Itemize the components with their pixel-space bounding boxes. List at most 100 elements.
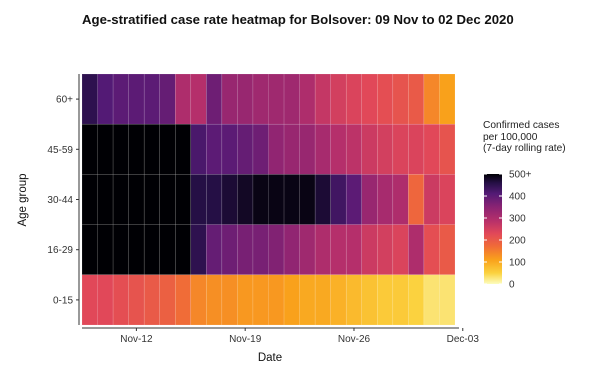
y-tick-label: 30-44 — [47, 195, 73, 206]
legend-tick-label: 100 — [509, 258, 526, 269]
heatmap-cell — [143, 174, 160, 225]
heatmap-cell — [268, 73, 285, 125]
chart-title: Age-stratified case rate heatmap for Bol… — [82, 12, 514, 27]
heatmap-cell — [439, 73, 456, 125]
heatmap-cell — [439, 174, 456, 225]
x-tick-label: Nov-19 — [229, 334, 262, 345]
heatmap-cell — [314, 123, 331, 175]
heatmap-cell — [97, 123, 114, 175]
legend-title: Confirmed cases per 100,000 (7-day rolli… — [483, 120, 566, 155]
heatmap-cell — [330, 73, 347, 125]
heatmap-cell — [345, 174, 362, 225]
heatmap-cell — [112, 123, 129, 175]
heatmap-cell — [283, 174, 300, 225]
heatmap-cell — [128, 224, 145, 276]
heatmap-cell — [299, 224, 316, 276]
heatmap-cell — [283, 274, 300, 326]
heatmap-cell — [377, 174, 394, 225]
y-tick-label: 45-59 — [47, 145, 73, 156]
heatmap-cell — [392, 123, 409, 175]
heatmap-cell — [408, 73, 425, 125]
heatmap-cell — [268, 224, 285, 276]
heatmap-cell — [283, 73, 300, 125]
heatmap-cell — [392, 174, 409, 225]
heatmap-cell — [439, 274, 456, 326]
heatmap-cell — [81, 73, 98, 125]
heatmap-cell — [330, 174, 347, 225]
heatmap-cell — [408, 274, 425, 326]
heatmap-cell — [268, 123, 285, 175]
heatmap-cell — [345, 73, 362, 125]
legend-colorbar — [484, 174, 502, 284]
heatmap-cell — [377, 224, 394, 276]
heatmap-cell — [81, 123, 98, 175]
heatmap-cell — [423, 274, 440, 326]
heatmap-cell — [112, 274, 129, 326]
heatmap-cell — [221, 73, 238, 125]
heatmap-cell — [237, 174, 254, 225]
legend-tick-label: 400 — [509, 192, 526, 203]
heatmap-cell — [143, 224, 160, 276]
heatmap-cell — [206, 174, 223, 225]
heatmap-cell — [159, 174, 176, 225]
x-axis: Nov-12 Nov-19 Nov-26 Dec-03 — [82, 327, 479, 345]
heatmap-cell — [408, 224, 425, 276]
x-axis-title: Date — [258, 352, 282, 364]
heatmap-cell — [237, 224, 254, 276]
heatmap-cell — [345, 224, 362, 276]
heatmap-cell — [175, 224, 192, 276]
heatmap-cell — [377, 274, 394, 326]
heatmap-cell — [112, 174, 129, 225]
heatmap-cell — [190, 73, 207, 125]
heatmap-cell — [221, 123, 238, 175]
heatmap-cell — [252, 174, 269, 225]
legend-ticks: 500+ 400 300 200 100 0 — [484, 170, 532, 291]
legend-tick-label: 500+ — [509, 170, 532, 181]
heatmap-cell — [268, 274, 285, 326]
heatmap-cell — [392, 274, 409, 326]
heatmap-cell — [314, 174, 331, 225]
heatmap-cell — [423, 123, 440, 175]
heatmap-cell — [361, 123, 378, 175]
heatmap-cell — [175, 274, 192, 326]
heatmap-cell — [143, 123, 160, 175]
heatmap-cell — [392, 224, 409, 276]
heatmap-cell — [81, 224, 98, 276]
heatmap-cell — [97, 274, 114, 326]
heatmap-cell — [439, 123, 456, 175]
heatmap-cell — [237, 73, 254, 125]
heatmap-cell — [252, 274, 269, 326]
heatmap-cell — [377, 123, 394, 175]
heatmap-cell — [159, 73, 176, 125]
heatmap-cell — [283, 123, 300, 175]
heatmap-cell — [361, 224, 378, 276]
heatmap-cell — [408, 123, 425, 175]
heatmap-cell — [299, 73, 316, 125]
heatmap-cell — [237, 123, 254, 175]
heatmap-cell — [345, 274, 362, 326]
heatmap-cell — [128, 73, 145, 125]
heatmap-cell — [159, 123, 176, 175]
heatmap-cells — [81, 73, 456, 326]
legend-tick-label: 300 — [509, 214, 526, 225]
heatmap-cell — [361, 274, 378, 326]
heatmap-cell — [252, 224, 269, 276]
heatmap-cell — [314, 73, 331, 125]
heatmap-cell — [330, 224, 347, 276]
heatmap-cell — [81, 174, 98, 225]
heatmap-cell — [423, 224, 440, 276]
heatmap-cell — [159, 274, 176, 326]
heatmap-cell — [128, 123, 145, 175]
heatmap-cell — [330, 123, 347, 175]
heatmap-cell — [361, 73, 378, 125]
y-tick-label: 60+ — [56, 95, 73, 106]
heatmap-cell — [112, 224, 129, 276]
heatmap-cell — [252, 73, 269, 125]
heatmap-cell — [314, 224, 331, 276]
heatmap-cell — [97, 174, 114, 225]
heatmap-cell — [221, 274, 238, 326]
heatmap-cell — [423, 73, 440, 125]
x-tick-label: Nov-12 — [120, 334, 153, 345]
heatmap-cell — [206, 224, 223, 276]
